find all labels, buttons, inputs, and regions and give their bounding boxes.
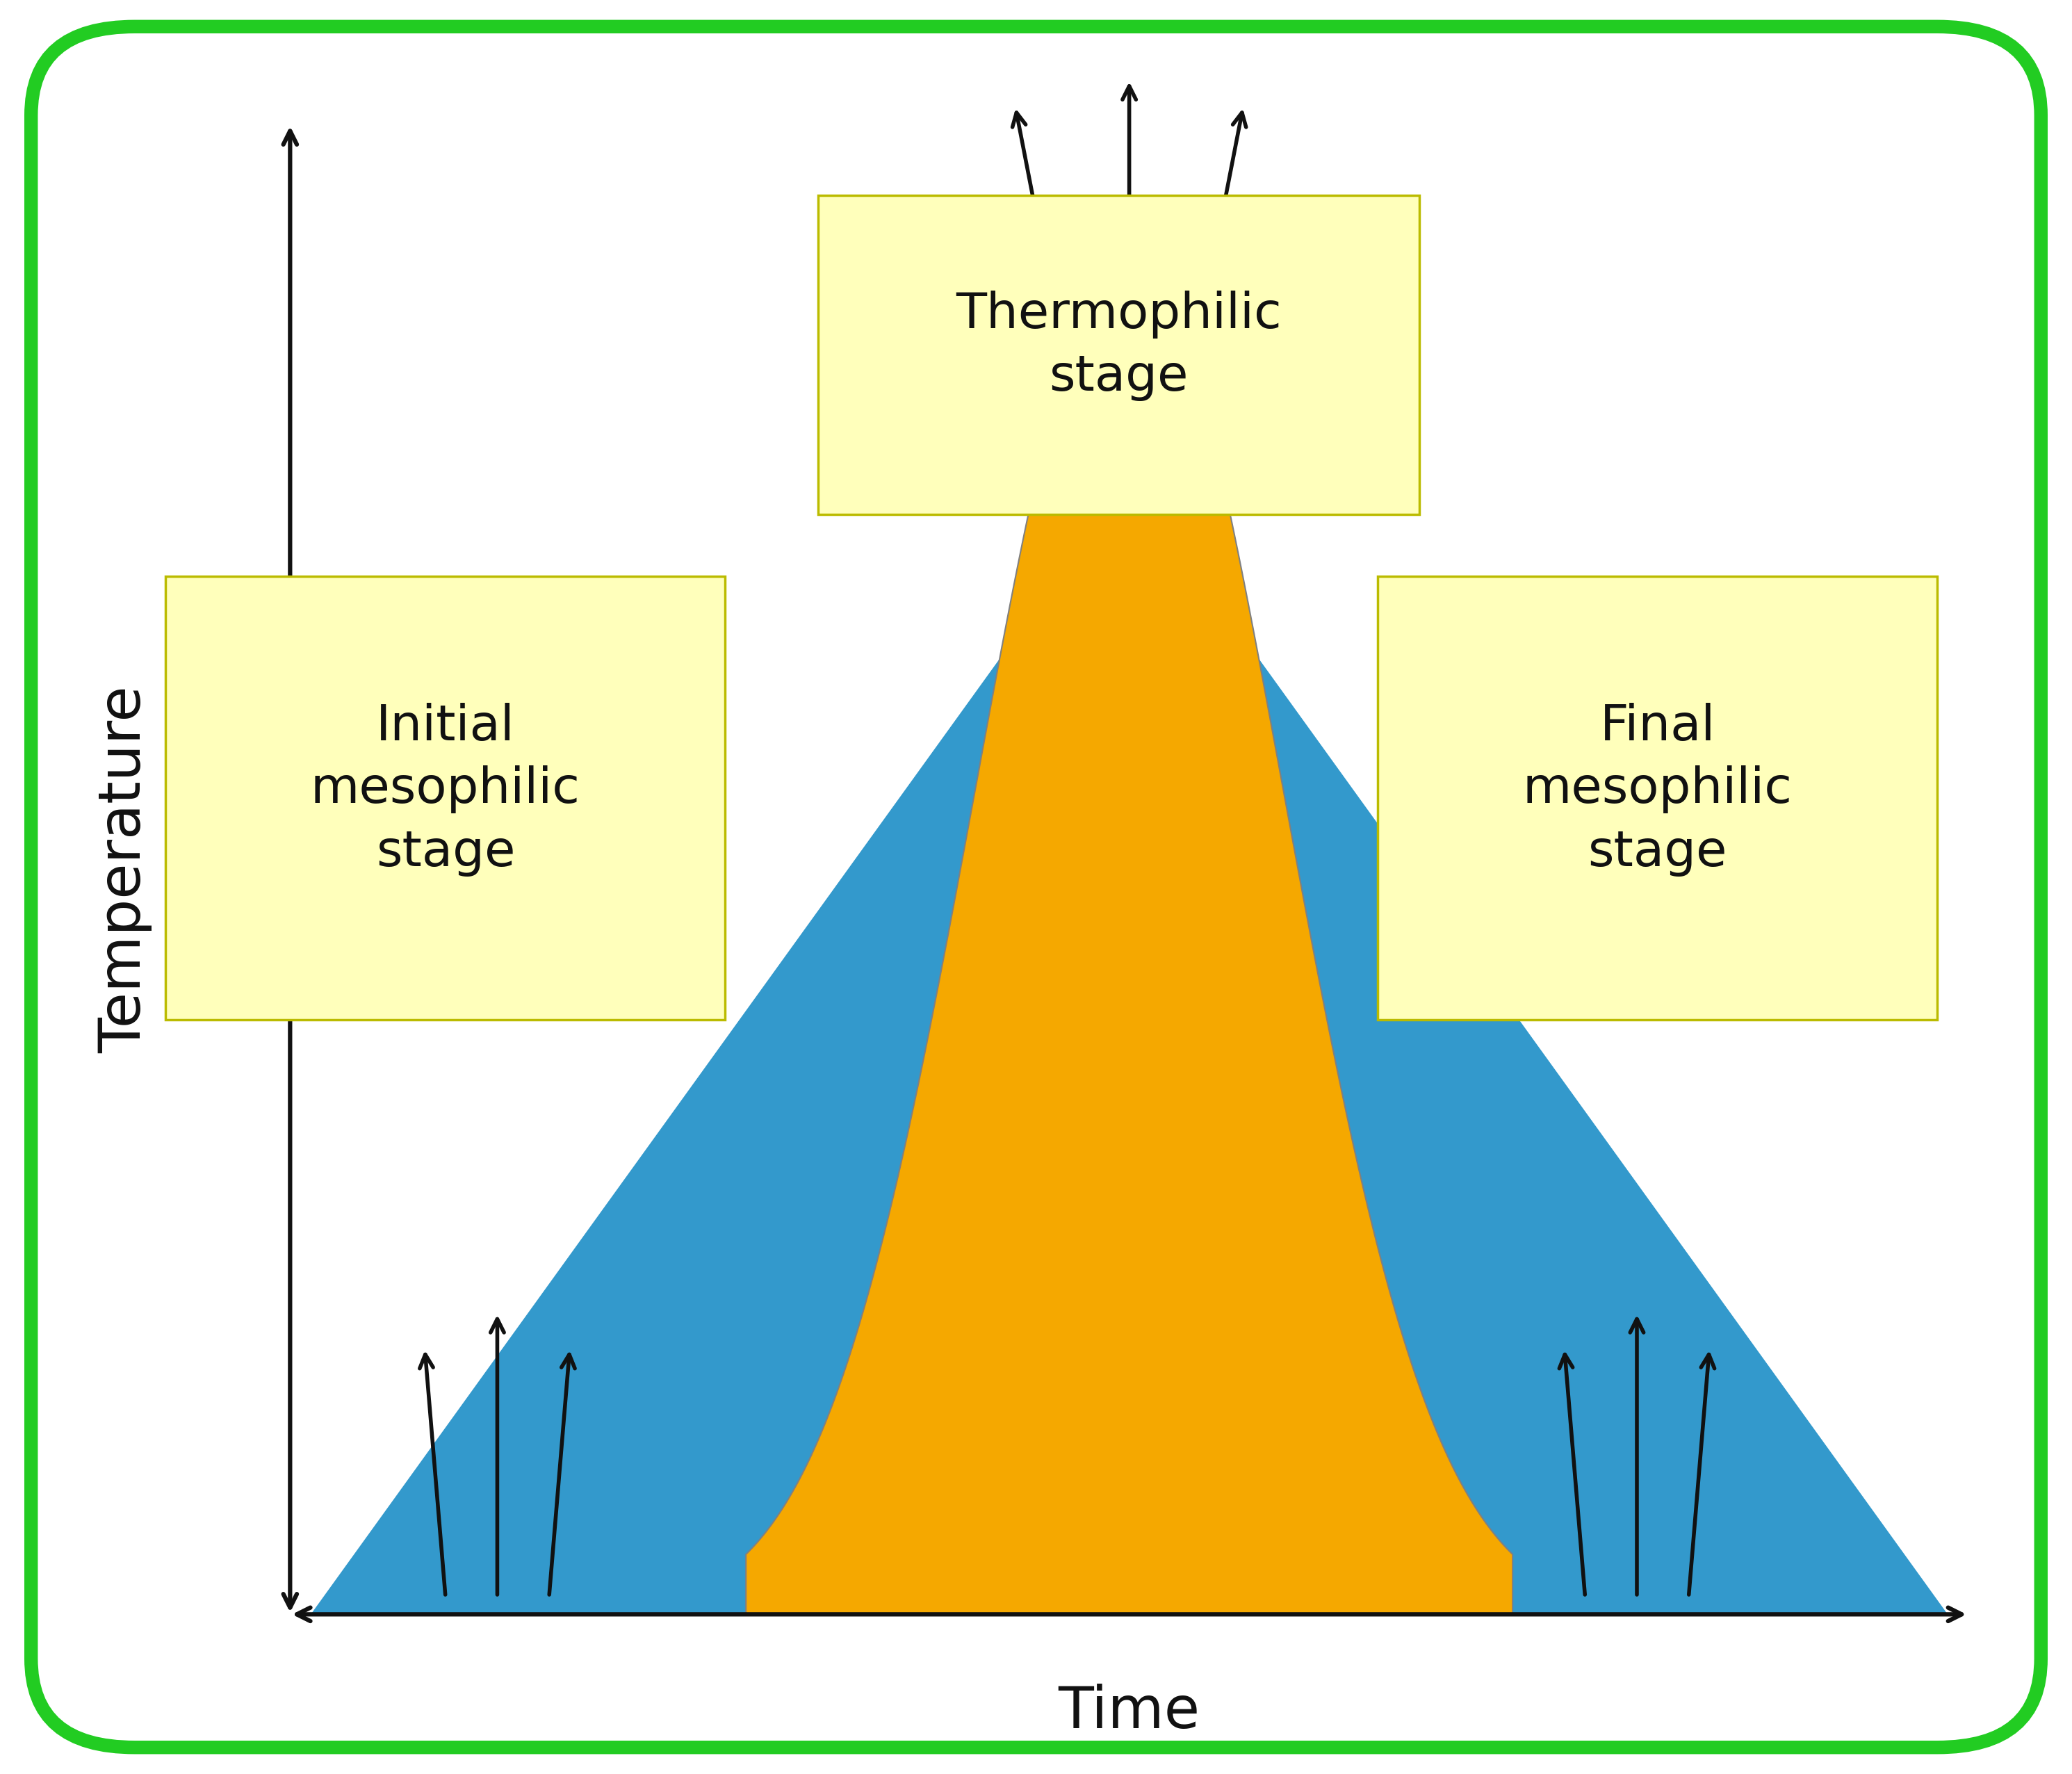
Text: Thermophilic
stage: Thermophilic stage (955, 291, 1283, 401)
FancyBboxPatch shape (818, 195, 1419, 514)
FancyBboxPatch shape (166, 577, 725, 1020)
Text: Time: Time (1059, 1684, 1200, 1740)
Polygon shape (311, 479, 1948, 1614)
Polygon shape (746, 248, 1513, 1614)
Text: Initial
mesophilic
stage: Initial mesophilic stage (311, 703, 580, 876)
Text: Final
mesophilic
stage: Final mesophilic stage (1523, 703, 1792, 876)
Text: Temperature: Temperature (95, 685, 153, 1054)
FancyBboxPatch shape (31, 27, 2041, 1747)
FancyBboxPatch shape (1378, 577, 1937, 1020)
